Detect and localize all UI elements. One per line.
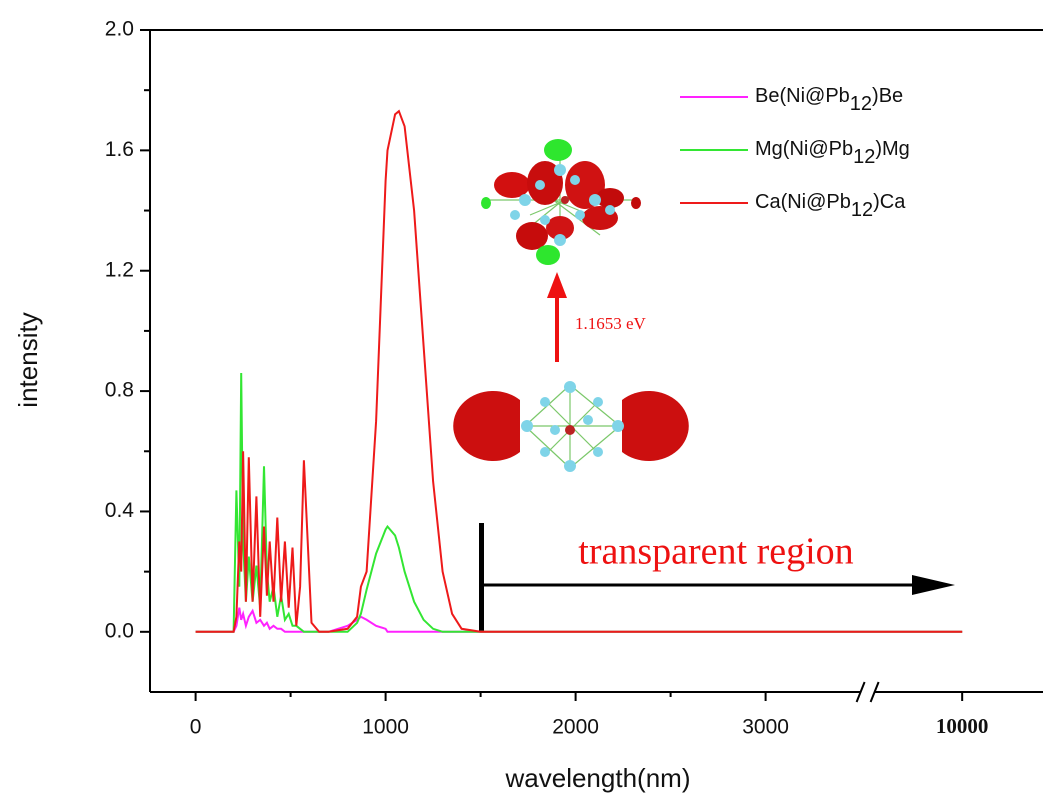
x-tick-label: 0 xyxy=(190,716,202,739)
y-tick-label: 0.4 xyxy=(105,499,135,522)
page: {"chart_data": {"type": "line", "xlabel"… xyxy=(0,0,1043,796)
legend-label: Be(Ni@Pb12)Be xyxy=(755,85,903,115)
x-tick-label: 3000 xyxy=(742,716,789,739)
x-tick-label: 2000 xyxy=(552,716,599,739)
orbital-upper xyxy=(481,139,641,265)
chart: 1.1653 eV transparent region wavelength(… xyxy=(0,0,1043,796)
x-tick-label: 1000 xyxy=(362,716,409,739)
y-tick-label: 0.8 xyxy=(105,379,134,402)
region-label: transparent region xyxy=(578,531,853,573)
x-tick-label: 10000 xyxy=(936,714,989,738)
y-tick-label: 2.0 xyxy=(105,18,134,41)
legend-label: Ca(Ni@Pb12)Ca xyxy=(755,191,906,221)
excitation-arrow xyxy=(547,272,567,362)
y-tick-label: 0.0 xyxy=(105,619,134,642)
y-tick-label: 1.2 xyxy=(105,258,134,281)
energy-label: 1.1653 eV xyxy=(575,314,647,333)
orbital-lower xyxy=(453,381,689,472)
y-tick-label: 1.6 xyxy=(105,138,134,161)
y-axis-title: intensity xyxy=(13,312,43,407)
legend-label: Mg(Ni@Pb12)Mg xyxy=(755,138,910,168)
x-axis-title: wavelength(nm) xyxy=(505,763,691,793)
